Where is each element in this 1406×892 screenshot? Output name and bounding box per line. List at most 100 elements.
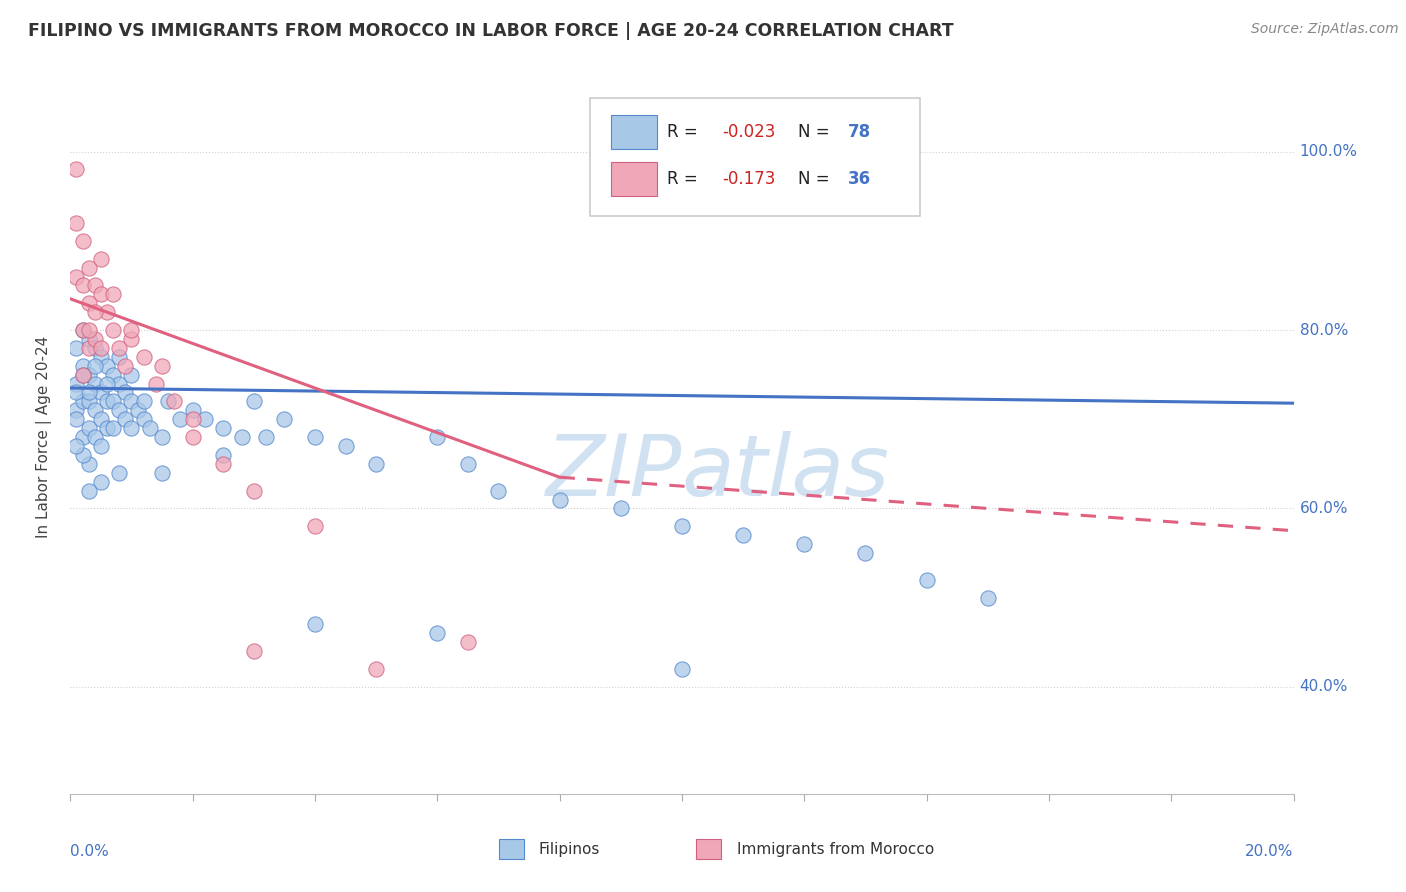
- Point: [72, 394, 94, 409]
- Point: [157, 394, 180, 409]
- Text: -0.173: -0.173: [723, 169, 776, 187]
- Point: [83, 359, 105, 373]
- Point: [101, 421, 124, 435]
- Text: Immigrants from Morocco: Immigrants from Morocco: [737, 842, 934, 856]
- Point: [83, 376, 105, 391]
- Text: R =: R =: [668, 169, 703, 187]
- Point: [72, 278, 94, 293]
- Point: [139, 421, 162, 435]
- Point: [194, 412, 217, 426]
- Text: 80.0%: 80.0%: [1299, 323, 1348, 337]
- Point: [243, 394, 266, 409]
- Point: [65, 439, 87, 453]
- Point: [77, 260, 100, 275]
- Point: [426, 430, 449, 444]
- Point: [181, 412, 204, 426]
- Point: [96, 394, 118, 409]
- Point: [671, 662, 693, 676]
- Point: [65, 341, 87, 355]
- Point: [488, 483, 510, 498]
- Point: [108, 376, 131, 391]
- Point: [77, 323, 100, 337]
- Point: [72, 359, 94, 373]
- Point: [243, 644, 266, 658]
- Point: [65, 412, 87, 426]
- Point: [72, 448, 94, 462]
- Point: [915, 573, 938, 587]
- Point: [366, 457, 388, 471]
- Text: atlas: atlas: [682, 431, 890, 515]
- Text: N =: N =: [799, 169, 835, 187]
- Point: [114, 385, 136, 400]
- Point: [90, 252, 112, 266]
- Point: [77, 332, 100, 346]
- Point: [108, 466, 131, 480]
- Point: [72, 323, 94, 337]
- Point: [96, 421, 118, 435]
- Point: [96, 305, 118, 319]
- Point: [610, 501, 633, 516]
- Point: [181, 430, 204, 444]
- Point: [90, 475, 112, 489]
- Point: [77, 368, 100, 382]
- Point: [132, 412, 155, 426]
- Point: [457, 635, 479, 649]
- Point: [212, 457, 235, 471]
- Point: [101, 368, 124, 382]
- Text: Filipinos: Filipinos: [538, 842, 600, 856]
- Text: FILIPINO VS IMMIGRANTS FROM MOROCCO IN LABOR FORCE | AGE 20-24 CORRELATION CHART: FILIPINO VS IMMIGRANTS FROM MOROCCO IN L…: [28, 22, 953, 40]
- Point: [114, 359, 136, 373]
- Point: [127, 403, 149, 417]
- Point: [121, 332, 143, 346]
- Text: 78: 78: [848, 123, 872, 141]
- Point: [304, 617, 326, 632]
- Point: [77, 296, 100, 310]
- Point: [426, 626, 449, 640]
- Point: [65, 403, 87, 417]
- Point: [121, 323, 143, 337]
- Point: [108, 403, 131, 417]
- Point: [121, 394, 143, 409]
- Point: [457, 457, 479, 471]
- Text: 60.0%: 60.0%: [1299, 501, 1348, 516]
- Text: 36: 36: [848, 169, 872, 187]
- Point: [72, 234, 94, 248]
- Point: [108, 350, 131, 364]
- Point: [793, 537, 815, 551]
- Point: [231, 430, 253, 444]
- Text: 100.0%: 100.0%: [1299, 145, 1358, 159]
- Point: [366, 662, 388, 676]
- Point: [77, 341, 100, 355]
- Point: [855, 546, 877, 560]
- Point: [72, 430, 94, 444]
- Text: Source: ZipAtlas.com: Source: ZipAtlas.com: [1251, 22, 1399, 37]
- Text: N =: N =: [799, 123, 835, 141]
- Point: [77, 421, 100, 435]
- Point: [72, 368, 94, 382]
- Bar: [612, 161, 658, 196]
- Point: [132, 394, 155, 409]
- Point: [65, 376, 87, 391]
- Text: R =: R =: [668, 123, 703, 141]
- Point: [304, 430, 326, 444]
- Point: [150, 359, 173, 373]
- Point: [101, 323, 124, 337]
- Point: [335, 439, 357, 453]
- Point: [145, 376, 167, 391]
- Point: [77, 385, 100, 400]
- Point: [150, 430, 173, 444]
- Point: [548, 492, 571, 507]
- Point: [169, 412, 191, 426]
- Point: [77, 394, 100, 409]
- Point: [212, 448, 235, 462]
- Point: [65, 269, 87, 284]
- Point: [976, 591, 998, 605]
- Point: [121, 421, 143, 435]
- Point: [90, 287, 112, 301]
- Text: 40.0%: 40.0%: [1299, 680, 1348, 694]
- Point: [90, 341, 112, 355]
- Point: [72, 368, 94, 382]
- Point: [65, 216, 87, 230]
- Point: [65, 385, 87, 400]
- Point: [101, 394, 124, 409]
